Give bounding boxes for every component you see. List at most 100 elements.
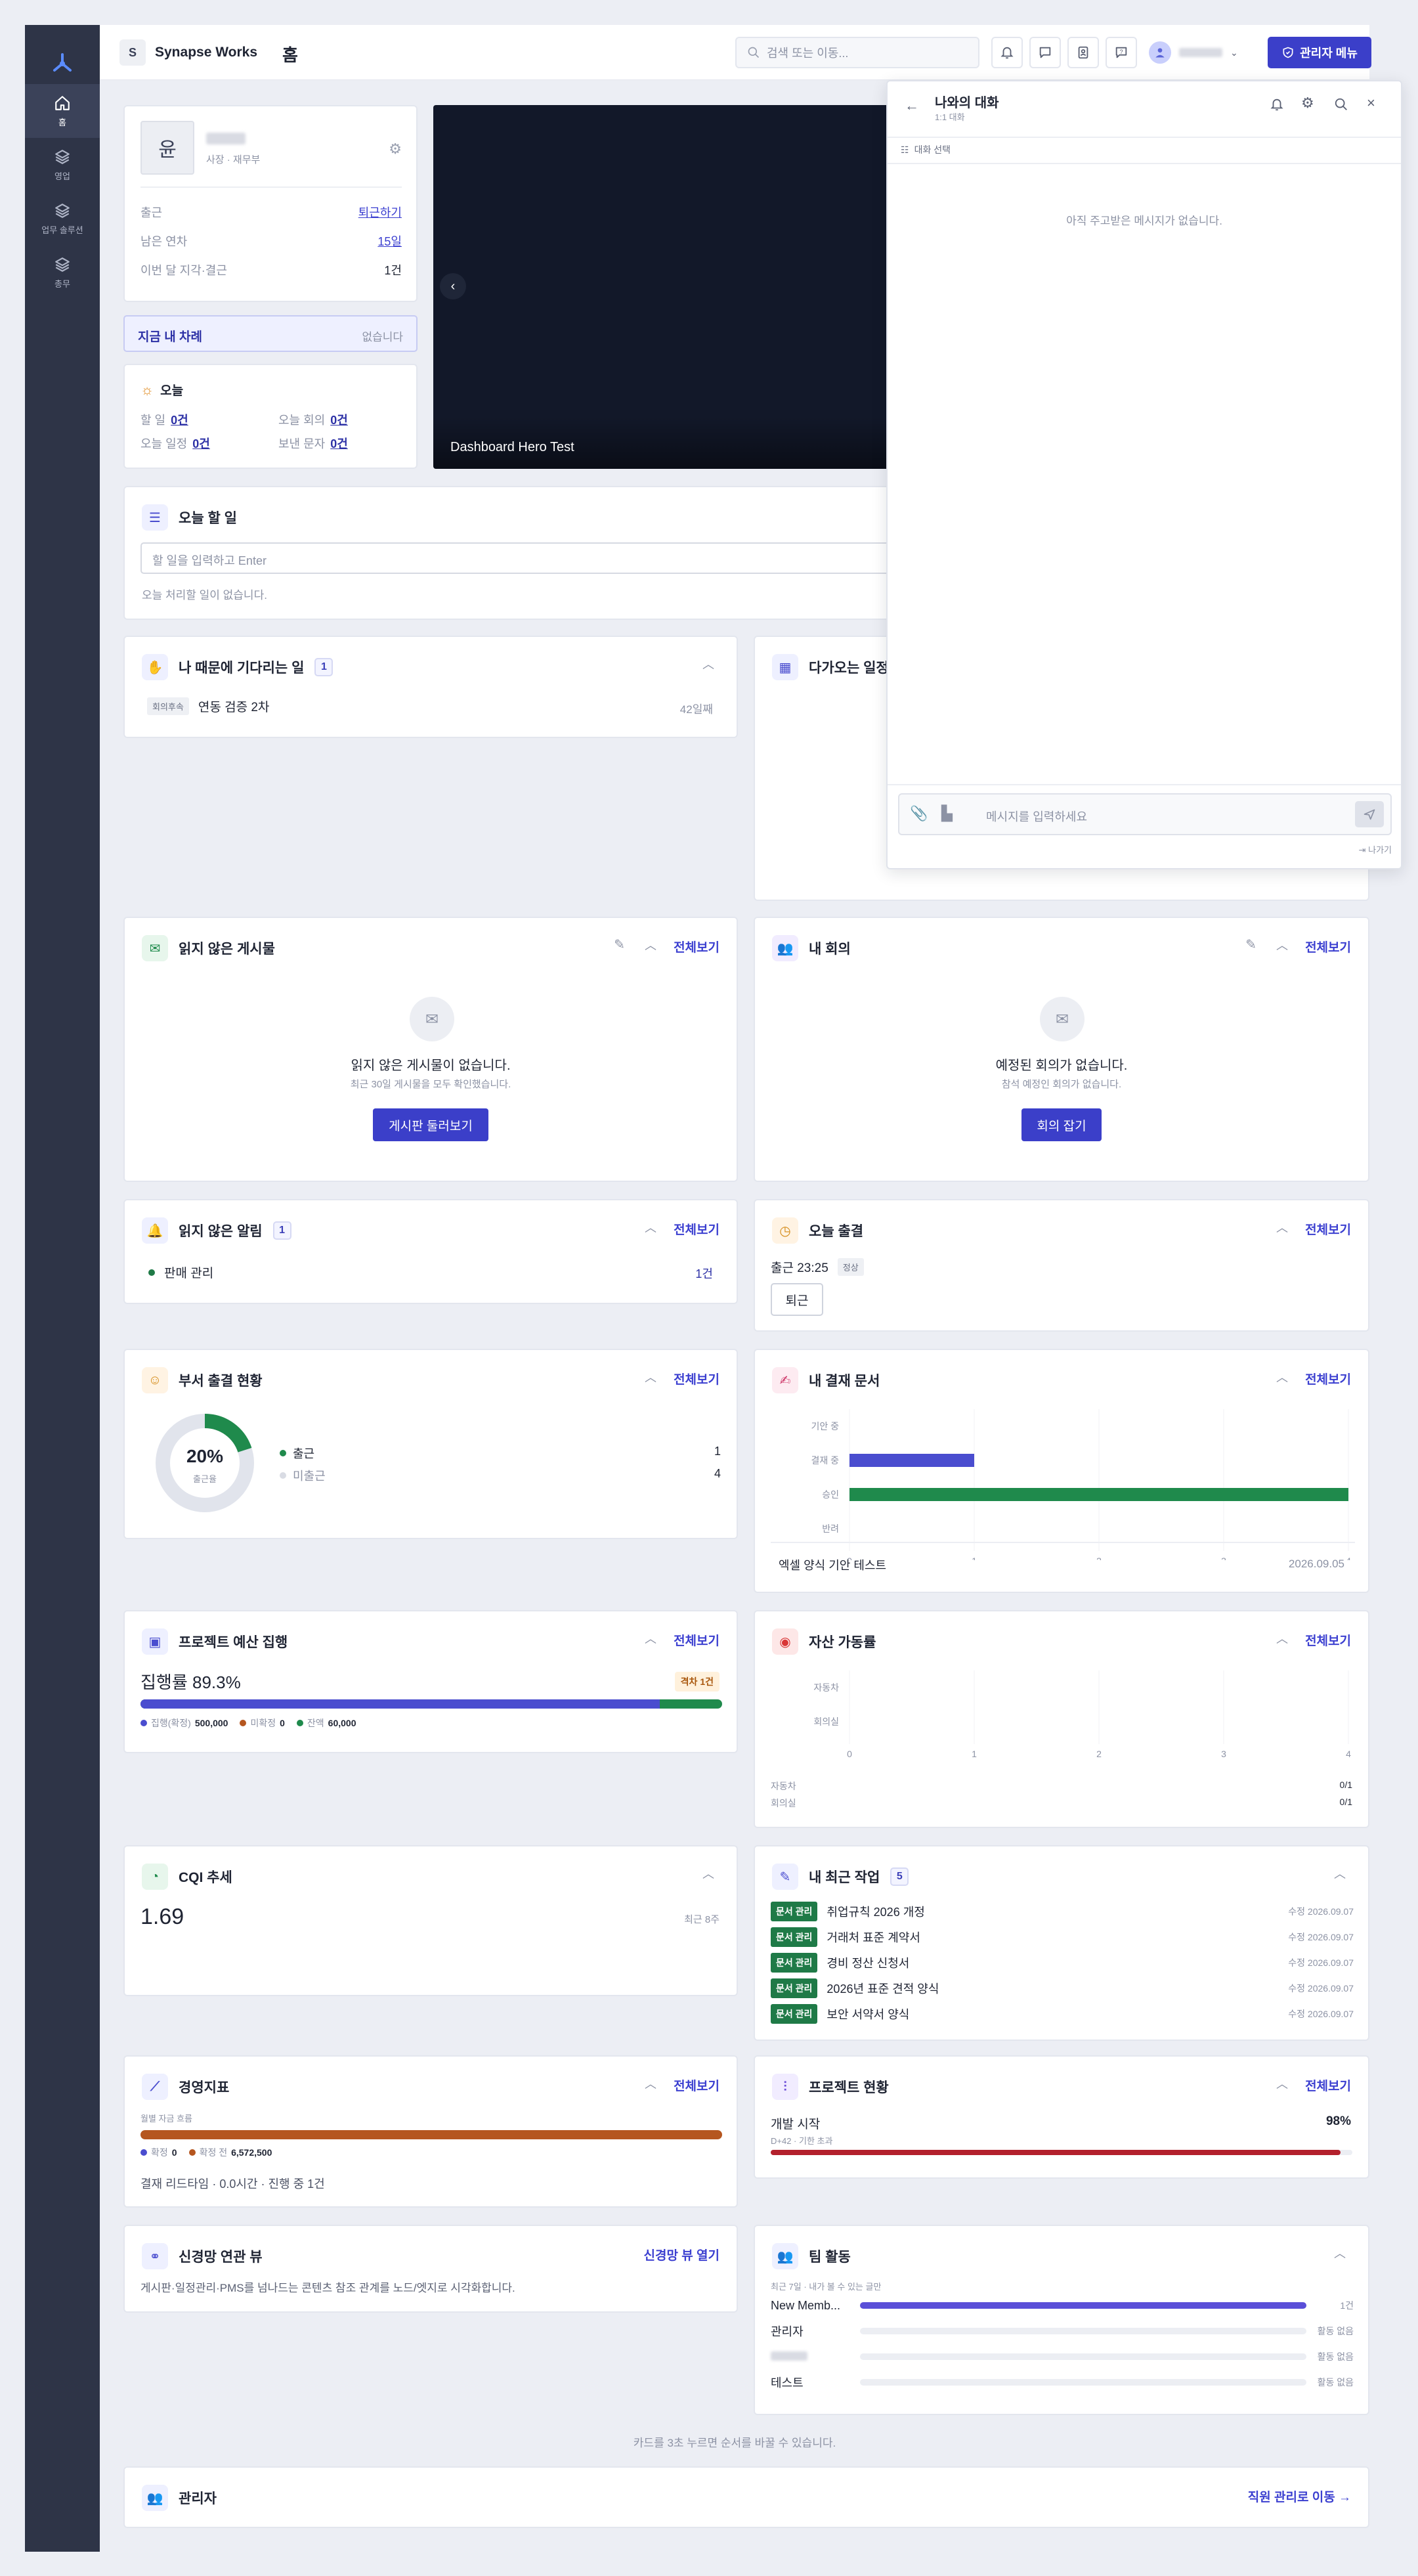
sms-count-link[interactable]: 0건 [330,437,348,450]
bar-승인 [849,1488,1348,1501]
bell-icon[interactable] [1270,97,1284,112]
list-item[interactable]: 문서 관리 경비 정산 신청서 수정 2026.09.07 [771,1953,1354,1973]
view-all-link[interactable]: 전체보기 [1305,2080,1351,2093]
gear-icon[interactable]: ⚙ [389,141,402,157]
browse-board-button[interactable]: 게시판 둘러보기 [373,1108,488,1141]
chevron-up-icon[interactable]: ︿ [702,658,714,671]
chevron-left-icon[interactable]: ‹ [440,273,466,299]
sidebar-item-home[interactable]: 홈 [25,84,100,138]
view-all-link[interactable]: 전체보기 [1305,941,1351,955]
project-name[interactable]: 개발 시작 [771,2118,821,2131]
edit-icon[interactable]: ✎ [1245,938,1257,952]
my-turn-banner[interactable]: 지금 내 차례 없습니다 [123,315,418,352]
chevron-up-icon[interactable]: ︿ [645,939,656,952]
latest-doc-title[interactable]: 엑셀 양식 기안 테스트 [779,1559,887,1572]
hero-banner[interactable]: ‹ Dashboard Hero Test [433,105,893,469]
list-item[interactable]: 회의후속 연동 검증 2차 [147,697,269,715]
help-button[interactable]: ? [1106,37,1137,68]
layers-icon [55,203,70,218]
hero-caption: Dashboard Hero Test [450,440,574,454]
gap-alert-badge[interactable]: 격차 1건 [674,1672,720,1692]
bell-icon: 🔔 [142,1217,168,1244]
remaining-leave-link[interactable]: 15일 [377,235,402,248]
exit-chat-link[interactable]: ⇥ 나가기 [1358,845,1392,855]
users-icon: 👥 [772,935,798,961]
chevron-up-icon[interactable]: ︿ [1334,2247,1346,2260]
view-all-link[interactable]: 전체보기 [1305,1223,1351,1237]
line-chart-icon: ⟋ [142,2074,168,2100]
chevron-up-icon[interactable]: ︿ [1334,1867,1346,1881]
team-member-row[interactable]: 관리자 활동 없음 [771,2325,1354,2338]
chevron-up-icon[interactable]: ︿ [1276,1371,1288,1384]
svg-text:?: ? [1119,49,1123,55]
chevron-up-icon[interactable]: ︿ [645,2078,656,2091]
notifications-button[interactable] [991,37,1023,68]
team-member-row[interactable]: 활동 없음 [771,2347,1354,2367]
today-summary-card: ☼ 오늘 할 일 0건 오늘 회의 0건 오늘 일정 0건 보낸 문자 0건 [123,364,418,469]
list-item[interactable]: 판매 관리 [148,1263,213,1281]
schedule-meeting-button[interactable]: 회의 잡기 [1021,1108,1102,1141]
clock-out-button[interactable]: 퇴근 [771,1283,823,1316]
chart-icon[interactable]: ▙ [941,805,953,821]
send-button[interactable] [1355,801,1384,827]
chevron-up-icon[interactable]: ︿ [645,1221,656,1234]
bar-결재 중 [849,1454,974,1467]
team-member-row[interactable]: 테스트 활동 없음 [771,2376,1354,2390]
users-icon: 👥 [142,2485,168,2511]
gear-icon[interactable]: ⚙ [1301,95,1314,111]
recent-work-card: ✎ 내 최근 작업 5 ︿ 문서 관리 취업규칙 2026 개정 수정 2026.09.… [754,1845,1369,2041]
clock-out-link[interactable]: 퇴근하기 [358,206,402,219]
message-input[interactable]: 메시지를 입력하세요 [986,810,1088,823]
company-name[interactable]: Synapse Works [155,45,258,60]
app-logo[interactable] [25,37,100,91]
back-arrow-icon[interactable]: ← [905,97,919,114]
chevron-up-icon[interactable]: ︿ [1276,1632,1288,1646]
company-logo[interactable]: S [119,39,146,66]
view-all-link[interactable]: 전체보기 [674,2080,720,2093]
search-input[interactable]: 검색 또는 이동... [735,37,979,68]
y-category-label: 기안 중 [811,1421,839,1431]
view-all-link[interactable]: 전체보기 [674,1634,720,1648]
view-all-link[interactable]: 전체보기 [674,1223,720,1237]
sidebar-item-sales[interactable]: 영업 [25,138,100,192]
team-member-row[interactable]: New Memb... 1건 [771,2298,1354,2312]
y-category-label: 자동차 [813,1682,839,1693]
chevron-up-icon[interactable]: ︿ [1276,1221,1288,1234]
chevron-up-icon[interactable]: ︿ [1276,2078,1288,2091]
pencil-icon: ✎ [772,1864,798,1890]
schedule-count-link[interactable]: 0건 [192,437,210,450]
close-icon[interactable]: × [1367,95,1375,111]
paperclip-icon[interactable]: 📎 [910,805,928,821]
contacts-button[interactable] [1067,37,1099,68]
list-item[interactable]: 문서 관리 보안 서약서 양식 수정 2026.09.07 [771,2004,1354,2024]
view-all-link[interactable]: 전체보기 [1305,1634,1351,1648]
kanban-icon: ⫶ [772,2074,798,2100]
conversation-select[interactable]: ☷ 대화 선택 [901,144,951,156]
sidebar-item-general-affairs[interactable]: 총무 [25,246,100,299]
list-item[interactable]: 문서 관리 2026년 표준 견적 양식 수정 2026.09.07 [771,1978,1354,1998]
chevron-up-icon[interactable]: ︿ [1276,939,1288,952]
employee-management-link[interactable]: 직원 관리로 이동 → [1247,2491,1351,2504]
todo-count-link[interactable]: 0건 [171,414,188,427]
view-all-link[interactable]: 전체보기 [674,1373,720,1387]
list-item[interactable]: 문서 관리 거래처 표준 계약서 수정 2026.09.07 [771,1927,1354,1947]
open-neural-view-link[interactable]: 신경망 뷰 열기 [643,2249,720,2263]
neural-link-view-card: ⚭ 신경망 연관 뷰 신경망 뷰 열기 게시판·일정관리·PMS를 넘나드는 콘텐… [123,2225,738,2313]
view-all-link[interactable]: 전체보기 [674,941,720,955]
messages-button[interactable] [1029,37,1061,68]
user-check-icon: ☺ [142,1367,168,1393]
edit-icon[interactable]: ✎ [614,938,625,952]
list-item[interactable]: 문서 관리 취업규칙 2026 개정 수정 2026.09.07 [771,1902,1354,1921]
meeting-count-link[interactable]: 0건 [330,414,348,427]
user-menu[interactable]: ⌄ [1149,38,1247,67]
unread-alerts-card: 🔔 읽지 않은 알림 1 ︿ 전체보기 판매 관리 1건 [123,1199,738,1304]
admin-card: 👥 관리자 직원 관리로 이동 → [123,2466,1369,2528]
chevron-up-icon[interactable]: ︿ [702,1867,714,1881]
chevron-up-icon[interactable]: ︿ [645,1371,656,1384]
view-all-link[interactable]: 전체보기 [1305,1373,1351,1387]
sidebar-item-work-solution[interactable]: 업무 솔루션 [25,192,100,246]
search-icon[interactable] [1334,97,1348,112]
chevron-up-icon[interactable]: ︿ [645,1632,656,1646]
layers-icon [55,149,70,164]
admin-menu-button[interactable]: 관리자 메뉴 [1268,37,1371,68]
